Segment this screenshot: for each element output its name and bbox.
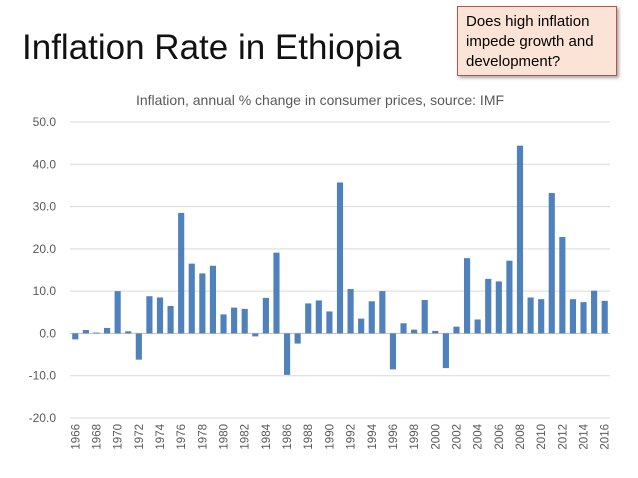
bar-1968 (93, 332, 100, 334)
bar-1979 (209, 265, 217, 334)
bar-1996 (389, 333, 397, 370)
bar-2011 (548, 193, 555, 334)
bar-2010 (538, 299, 545, 334)
bar-1991 (336, 182, 344, 334)
x-tick-label: 2010 (536, 424, 548, 450)
bar-2007 (506, 260, 513, 334)
bar-1987 (294, 333, 301, 344)
y-tick-label: 30.0 (33, 200, 57, 214)
y-tick-label: 20.0 (33, 242, 57, 256)
bar-1993 (358, 318, 365, 334)
y-tick-label: 50.0 (33, 115, 57, 129)
bar-1981 (231, 307, 238, 334)
bar-1976 (178, 212, 185, 334)
bar-2001 (442, 333, 449, 369)
bar-1980 (220, 314, 227, 334)
x-tick-label: 2000 (430, 424, 442, 450)
x-tick-label: 2008 (515, 424, 527, 450)
x-tick-label: 1994 (367, 423, 379, 449)
bar-1977 (188, 263, 195, 334)
y-tick-label: -20.0 (29, 411, 57, 425)
x-tick-label: 2006 (494, 424, 506, 450)
bar-2003 (463, 258, 471, 334)
bar-2009 (527, 297, 534, 334)
bar-1971 (125, 331, 132, 334)
bar-1986 (283, 333, 291, 375)
bar-1990 (326, 311, 333, 334)
bar-1966 (72, 333, 79, 340)
x-tick-label: 2002 (451, 424, 463, 450)
x-tick-label: 1984 (261, 423, 273, 449)
bar-1992 (347, 289, 354, 334)
bar-1999 (421, 300, 428, 334)
bar-2004 (474, 319, 481, 334)
bar-1978 (199, 273, 206, 334)
bar-1997 (400, 323, 407, 334)
x-tick-label: 1976 (176, 424, 188, 450)
y-tick-label: 0.0 (39, 326, 56, 340)
bar-2006 (495, 281, 502, 334)
x-tick-label: 2016 (600, 424, 612, 450)
callout-line: development? (466, 53, 561, 70)
x-tick-label: 1982 (240, 424, 252, 450)
bar-2002 (453, 326, 460, 334)
bar-2005 (485, 278, 492, 334)
x-tick-label: 1992 (346, 424, 358, 450)
bar-2008 (516, 145, 524, 334)
x-tick-label: 1966 (70, 424, 82, 450)
bar-1994 (368, 301, 375, 334)
x-tick-label: 2014 (579, 423, 591, 449)
bar-2012 (559, 237, 566, 334)
bar-1969 (103, 327, 111, 334)
bar-1970 (114, 291, 121, 334)
bar-1982 (241, 308, 248, 334)
x-tick-label: 1996 (388, 424, 400, 450)
callout-box: Does high inflation impede growth and de… (457, 6, 617, 76)
x-tick-label: 1980 (219, 424, 231, 450)
bar-1975 (167, 305, 174, 334)
bar-2015 (591, 290, 598, 334)
y-tick-label: -10.0 (29, 369, 57, 383)
chart-title: Inflation, annual % change in consumer p… (136, 92, 504, 108)
bar-1974 (156, 297, 164, 334)
bar-1967 (82, 330, 89, 334)
x-tick-label: 1972 (134, 424, 146, 450)
bar-2013 (569, 299, 577, 334)
bar-1995 (379, 291, 386, 334)
x-tick-label: 1986 (282, 424, 294, 450)
bar-1973 (146, 296, 153, 334)
bar-2000 (432, 330, 439, 334)
x-tick-label: 1998 (409, 424, 421, 450)
bar-1972 (135, 333, 142, 360)
bar-1989 (315, 300, 322, 334)
x-tick-label: 1990 (324, 424, 336, 450)
x-tick-label: 1968 (91, 424, 103, 450)
x-tick-label: 2004 (473, 423, 485, 449)
x-tick-label: 1974 (155, 423, 167, 449)
x-tick-label: 2012 (557, 424, 569, 450)
bar-1998 (411, 329, 418, 334)
bar-1985 (273, 252, 280, 334)
x-tick-label: 1978 (197, 424, 209, 450)
slide-title: Inflation Rate in Ethiopia (22, 28, 402, 67)
x-tick-label: 1970 (113, 424, 125, 450)
bar-1984 (262, 297, 269, 334)
axes: 50.0 40.0 30.0 20.0 10.0 0.0 -10.0 -20.0 1966 196… (29, 115, 612, 450)
bar-1983 (252, 333, 259, 337)
bar-1988 (305, 303, 312, 334)
bar-2016 (601, 300, 608, 334)
y-tick-label: 10.0 (33, 284, 57, 298)
x-tick-label: 1988 (303, 424, 315, 450)
bar-2014 (580, 302, 587, 334)
callout-line: Does high inflation (466, 13, 590, 30)
callout-line: impede growth and (466, 33, 594, 50)
bars (72, 145, 608, 375)
y-tick-label: 40.0 (33, 157, 57, 171)
